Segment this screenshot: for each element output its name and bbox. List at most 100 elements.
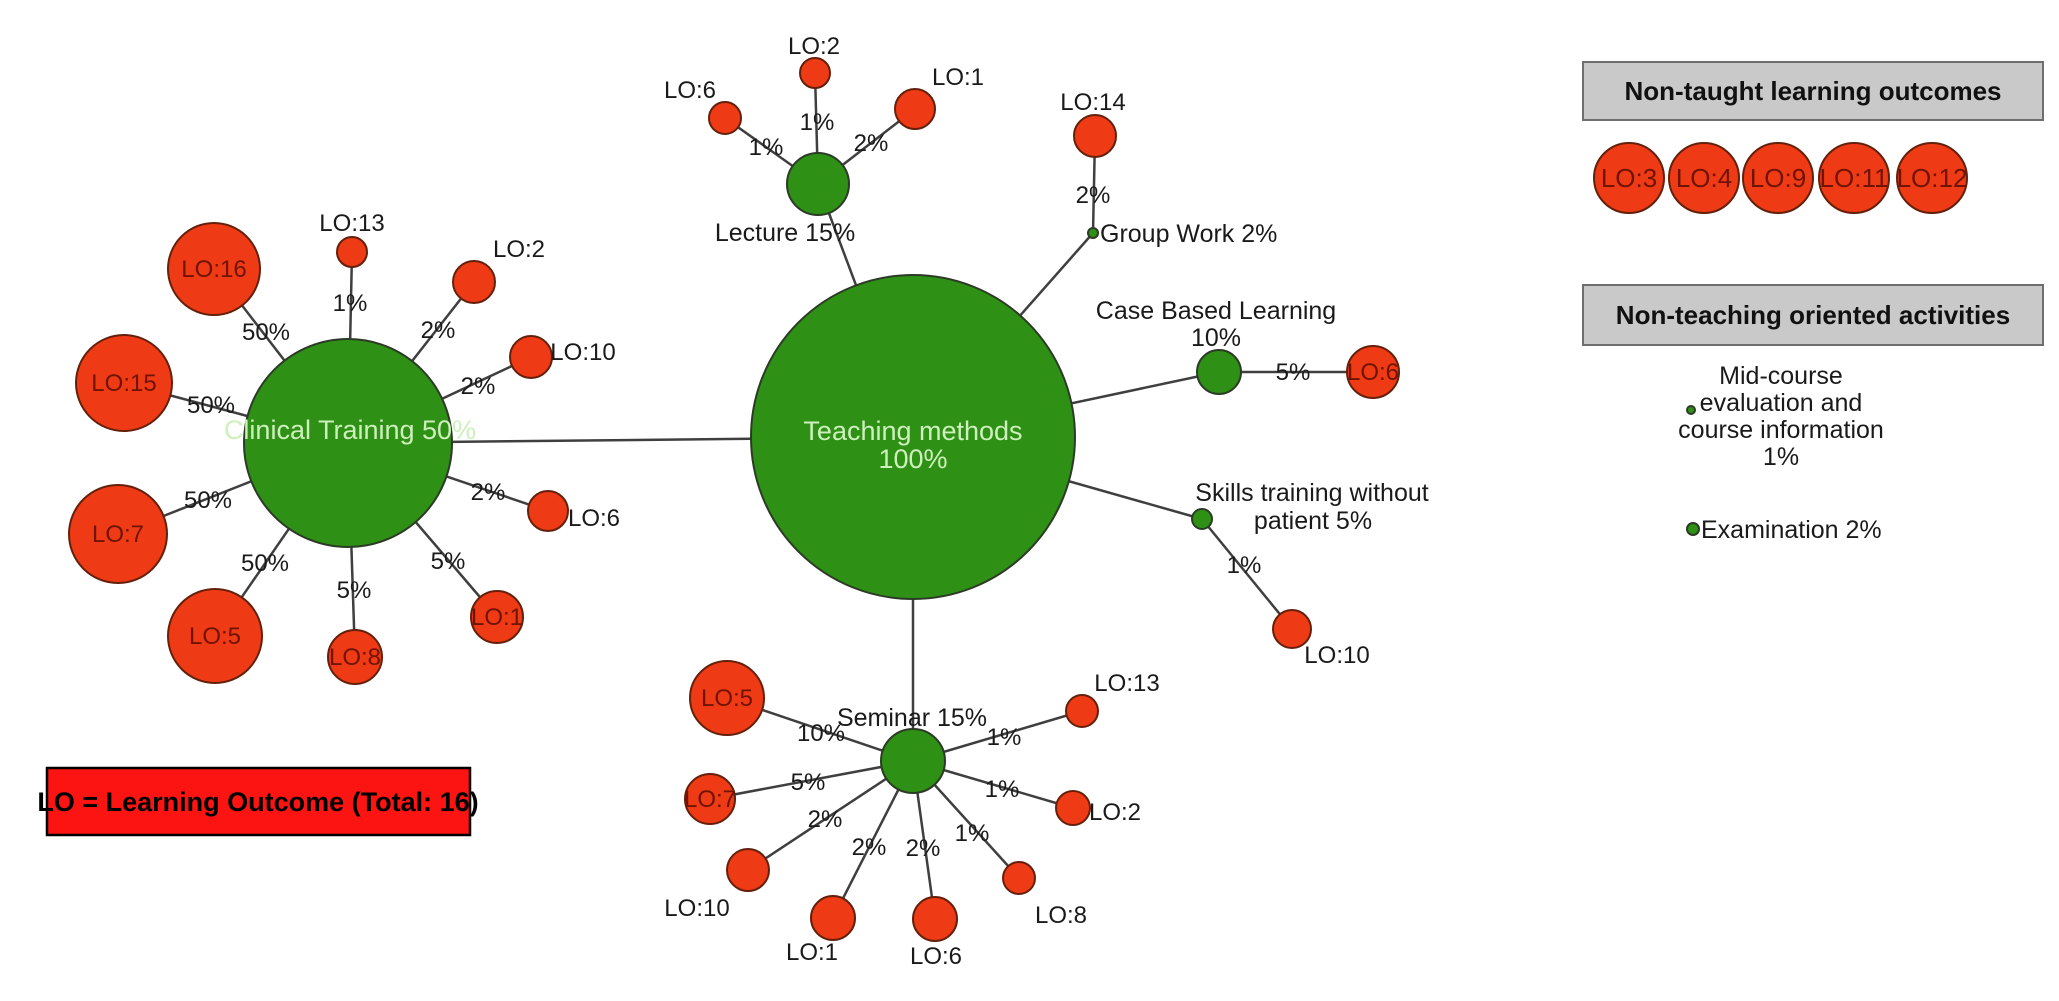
clinical-lo2-node bbox=[452, 260, 496, 304]
clinical-lo6-label: LO:6 bbox=[568, 505, 620, 532]
red-lo-nodes bbox=[68, 57, 1968, 942]
seminar-lo2-label: LO:2 bbox=[1089, 799, 1141, 826]
panel-lo12-node bbox=[1896, 142, 1968, 214]
clinical-lo7-node bbox=[68, 484, 168, 584]
clinical-lo2-label: LO:2 bbox=[493, 236, 545, 263]
edge-seminar-lo7 bbox=[709, 759, 914, 801]
group-work-node bbox=[1087, 227, 1099, 239]
skills-lo10-label: LO:10 bbox=[1304, 642, 1369, 669]
panel-lo4-node bbox=[1668, 142, 1740, 214]
groupwork-lo14-pct: 2% bbox=[1076, 182, 1111, 209]
clinical-training-node bbox=[243, 338, 453, 548]
seminar-lo10-node bbox=[726, 848, 770, 892]
skills-lo10-pct: 1% bbox=[1227, 552, 1262, 579]
clinical-lo13-node bbox=[336, 236, 368, 268]
seminar-lo13-node bbox=[1065, 694, 1099, 728]
mid-course-label-line2: evaluation and bbox=[1700, 389, 1863, 417]
panel-lo12-label: LO:12 bbox=[1897, 163, 1968, 193]
clinical-lo8-label: LO:8 bbox=[329, 644, 381, 671]
cbl-lo6-pct: 5% bbox=[1276, 359, 1311, 386]
clinical-lo7-pct: 50% bbox=[184, 487, 232, 514]
panel-lo3-node bbox=[1593, 142, 1665, 214]
clinical-lo13-pct: 1% bbox=[333, 290, 368, 317]
legend-box bbox=[45, 766, 472, 837]
mid-course-label-line4: 1% bbox=[1763, 443, 1799, 471]
clinical-lo10-node bbox=[509, 335, 553, 379]
clinical-lo8-pct: 5% bbox=[337, 577, 372, 604]
clinical-lo5-label: LO:5 bbox=[189, 623, 241, 650]
seminar-lo8-label: LO:8 bbox=[1035, 902, 1087, 929]
clinical-training-label: Clinical Training 50% bbox=[224, 415, 476, 445]
clinical-lo10-label: LO:10 bbox=[550, 339, 615, 366]
skills-training-node bbox=[1191, 508, 1213, 530]
clinical-lo7-label: LO:7 bbox=[92, 521, 144, 548]
clinical-lo15-node bbox=[75, 334, 173, 432]
lecture-node bbox=[786, 152, 850, 216]
teaching-methods-label-line1: Teaching methods bbox=[803, 416, 1022, 446]
panel-lo3-label: LO:3 bbox=[1601, 163, 1657, 193]
clinical-lo10-pct: 2% bbox=[461, 373, 496, 400]
seminar-lo8-node bbox=[1002, 861, 1036, 895]
examination-label: Examination 2% bbox=[1701, 516, 1882, 544]
clinical-lo15-label: LO:15 bbox=[91, 370, 156, 397]
non-taught-header-label: Non-taught learning outcomes bbox=[1625, 76, 2002, 106]
teaching-methods-label-line2: 100% bbox=[878, 444, 947, 474]
cbl-label-line1: Case Based Learning bbox=[1096, 297, 1336, 325]
clinical-lo16-label: LO:16 bbox=[181, 256, 246, 283]
seminar-lo1-label: LO:1 bbox=[786, 939, 838, 966]
lecture-lo6-node bbox=[708, 101, 742, 135]
non-taught-header-box bbox=[1582, 61, 2044, 121]
seminar-lo13-label: LO:13 bbox=[1094, 670, 1159, 697]
seminar-lo8-pct: 1% bbox=[955, 820, 990, 847]
seminar-lo1-pct: 2% bbox=[852, 834, 887, 861]
non-teaching-header-label: Non-teaching oriented activities bbox=[1616, 300, 2010, 330]
skills-lo10-node bbox=[1272, 609, 1312, 649]
lecture-lo2-pct: 1% bbox=[800, 109, 835, 136]
clinical-lo6-node bbox=[527, 490, 569, 532]
groupwork-lo14-node bbox=[1073, 114, 1117, 158]
clinical-lo6-pct: 2% bbox=[471, 479, 506, 506]
examination-dot bbox=[1686, 522, 1700, 536]
lecture-lo1-label: LO:1 bbox=[932, 64, 984, 91]
cbl-lo6-node bbox=[1346, 345, 1400, 399]
lecture-lo1-node bbox=[894, 88, 936, 130]
cbl-lo6-label: LO:6 bbox=[1347, 359, 1399, 386]
green-nodes bbox=[243, 152, 1700, 794]
clinical-lo1-pct: 5% bbox=[431, 548, 466, 575]
panel-lo4-label: LO:4 bbox=[1676, 163, 1732, 193]
case-based-learning-node bbox=[1196, 349, 1242, 395]
mid-course-dot bbox=[1686, 405, 1696, 415]
seminar-lo7-label: LO:7 bbox=[684, 786, 736, 813]
seminar-lo7-pct: 5% bbox=[791, 769, 826, 796]
lecture-lo6-pct: 1% bbox=[749, 134, 784, 161]
skills-label-line2: patient 5% bbox=[1254, 507, 1372, 535]
seminar-lo2-pct: 1% bbox=[985, 776, 1020, 803]
clinical-lo5-node bbox=[167, 588, 263, 684]
lecture-lo2-label: LO:2 bbox=[788, 33, 840, 60]
seminar-node bbox=[880, 728, 946, 794]
seminar-lo7-node bbox=[684, 773, 736, 825]
lecture-label: Lecture 15% bbox=[715, 219, 855, 247]
seminar-lo13-pct: 1% bbox=[987, 724, 1022, 751]
seminar-lo1-node bbox=[810, 895, 856, 941]
seminar-lo6-node bbox=[912, 896, 958, 942]
seminar-lo5-pct: 10% bbox=[797, 720, 845, 747]
lecture-lo2-node bbox=[799, 57, 831, 89]
clinical-lo8-node bbox=[327, 629, 383, 685]
legend-label: LO = Learning Outcome (Total: 16) bbox=[37, 787, 478, 817]
clinical-lo5-pct: 50% bbox=[241, 550, 289, 577]
cbl-label-line2: 10% bbox=[1191, 324, 1241, 352]
clinical-lo1-label: LO:1 bbox=[471, 604, 523, 631]
seminar-lo10-pct: 2% bbox=[808, 806, 843, 833]
panel-lo11-label: LO:11 bbox=[1820, 163, 1889, 193]
panel-lo9-label: LO:9 bbox=[1750, 163, 1806, 193]
seminar-label: Seminar 15% bbox=[837, 704, 987, 732]
panel-lo11-node bbox=[1818, 142, 1890, 214]
lecture-lo1-pct: 2% bbox=[854, 130, 889, 157]
seminar-lo5-label: LO:5 bbox=[701, 685, 753, 712]
skills-label-line1: Skills training without bbox=[1195, 479, 1428, 507]
group-work-label: Group Work 2% bbox=[1100, 220, 1277, 248]
clinical-lo15-pct: 50% bbox=[187, 392, 235, 419]
